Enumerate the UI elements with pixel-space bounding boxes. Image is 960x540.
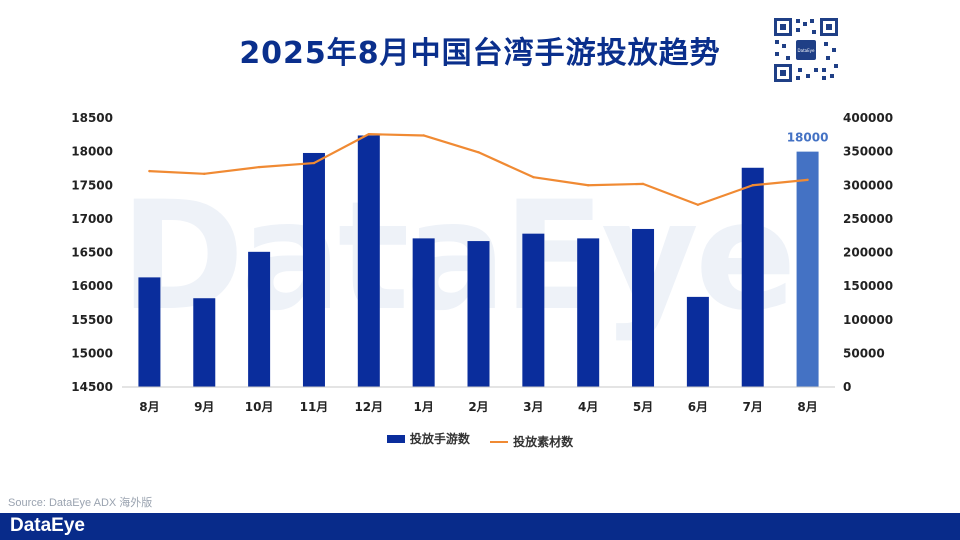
y-left-tick-label: 16000	[71, 279, 113, 293]
line-point	[586, 184, 590, 187]
legend-line-swatch	[490, 440, 509, 443]
y-left-tick-label: 18000	[71, 145, 113, 159]
y-right-tick-label: 100000	[843, 313, 893, 327]
source-note: Source: DataEye ADX 海外版	[8, 497, 153, 509]
series-line	[149, 133, 808, 206]
y-right-tick-label: 150000	[843, 279, 893, 293]
line-point	[532, 175, 535, 179]
line-series	[148, 132, 809, 206]
x-tick-label: 11月	[300, 400, 329, 414]
y-right-tick-label: 350000	[843, 145, 893, 159]
x-tick-label: 12月	[354, 400, 383, 414]
line-point	[806, 178, 809, 182]
x-tick-label: 3月	[523, 400, 543, 414]
x-tick-label: 8月	[139, 400, 159, 414]
line-point	[751, 184, 754, 187]
line-point	[696, 203, 700, 206]
bar	[467, 241, 490, 387]
bar	[302, 152, 325, 387]
bar	[686, 296, 709, 387]
x-tick-label: 1月	[413, 400, 433, 414]
line-point	[148, 169, 151, 173]
y-left-tick-label: 15500	[71, 313, 113, 327]
line-point	[641, 182, 645, 186]
x-tick-label: 10月	[245, 400, 274, 414]
line-point	[367, 132, 371, 136]
bar	[522, 233, 545, 387]
bar	[741, 167, 764, 387]
line-point	[422, 134, 425, 137]
page-title: 2025年8月中国台湾手游投放趋势	[239, 36, 721, 71]
legend-item-bars: 投放手游数	[386, 430, 470, 447]
y-left-tick-label: 15000	[71, 346, 113, 360]
y-left-tick-label: 18500	[71, 111, 113, 125]
data-labels: 18000	[787, 131, 829, 145]
line-point	[203, 172, 206, 176]
bar	[796, 151, 819, 387]
bar	[357, 135, 380, 387]
left-axis: 14500 15000 15500 16000 16500 17000 17500 18000…	[71, 111, 113, 394]
bar	[632, 228, 655, 387]
qr-center-label: DataEye	[798, 48, 815, 53]
x-tick-label: 8月	[797, 400, 817, 414]
x-tick-label: 7月	[743, 400, 763, 414]
x-tick-label: 5月	[633, 400, 653, 414]
y-right-tick-label: 400000	[843, 111, 893, 125]
qr-code-icon: DataEye	[772, 16, 840, 84]
y-right-tick-label: 250000	[843, 212, 893, 226]
x-axis: 8月 9月 10月 11月 12月 1月 2月 3月 4月 5月 6月 7月 8月	[122, 386, 835, 414]
data-label: 18000	[787, 131, 829, 145]
y-left-tick-label: 17000	[71, 212, 113, 226]
y-right-tick-label: 0	[843, 380, 851, 394]
y-left-tick-label: 17500	[71, 178, 113, 192]
right-axis: 0 50000 100000 150000 200000 250000 300000 3500…	[843, 111, 893, 394]
y-right-tick-label: 300000	[843, 178, 893, 192]
x-tick-label: 4月	[578, 400, 598, 414]
x-tick-label: 2月	[468, 400, 488, 414]
y-right-tick-label: 50000	[843, 346, 885, 360]
bar-series	[138, 135, 819, 387]
x-tick-label: 6月	[688, 400, 708, 414]
legend-label-bars: 投放手游数	[409, 432, 470, 446]
legend-label-line: 投放素材数	[513, 435, 574, 449]
footer-bar: DataEye	[0, 513, 960, 540]
legend-bar-swatch	[386, 434, 405, 443]
bar	[412, 238, 435, 387]
bar	[248, 251, 271, 387]
y-right-tick-label: 200000	[843, 246, 893, 260]
legend: 投放手游数 投放素材数	[0, 430, 960, 450]
x-tick-label: 9月	[194, 400, 214, 414]
line-point	[312, 161, 316, 165]
bar	[138, 277, 161, 387]
legend-item-line: 投放素材数	[490, 433, 573, 450]
y-left-tick-label: 14500	[71, 380, 113, 394]
y-left-tick-label: 16500	[71, 246, 113, 260]
bar	[193, 298, 216, 387]
bar	[577, 238, 600, 387]
line-point	[477, 151, 480, 154]
footer-brand-logo: DataEye	[10, 515, 85, 536]
line-point	[257, 165, 261, 169]
